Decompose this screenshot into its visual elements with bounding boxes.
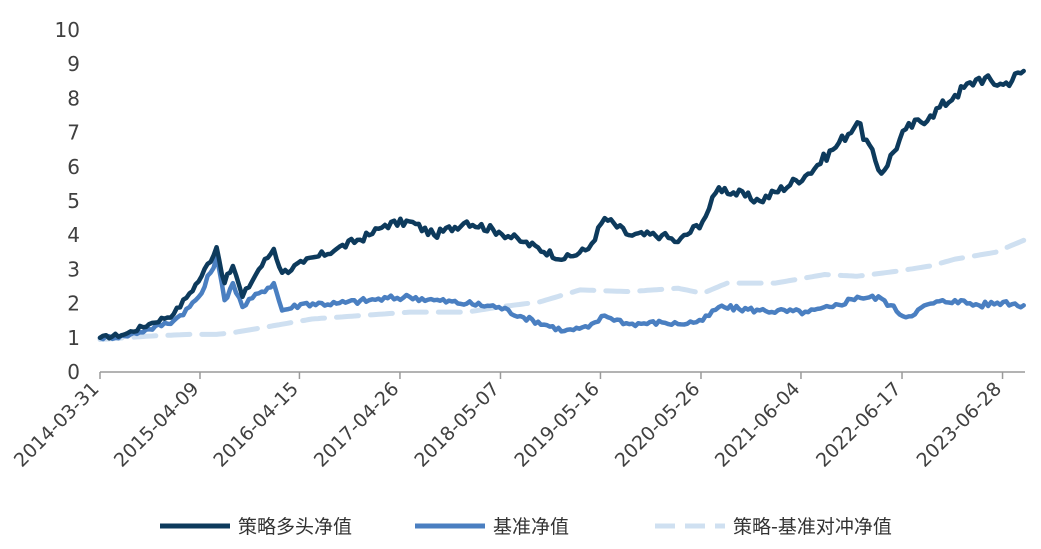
x-tick-label: 2022-06-17 [812,378,906,472]
y-axis: 0 1 2 3 4 5 6 7 8 9 10 [55,18,80,384]
y-tick-label: 2 [67,292,80,316]
x-tick-label: 2019-05-16 [510,378,604,472]
y-tick-label: 5 [67,189,80,213]
series-line-3 [97,237,1027,342]
x-tick-label: 2014-03-31 [10,378,104,472]
y-tick-label: 7 [67,121,80,145]
x-tick-label: 2015-04-09 [110,378,204,472]
x-tick-label: 2021-06-04 [711,378,805,472]
legend-label: 基准净值 [493,516,569,538]
y-tick-label: 6 [67,155,80,179]
series-line-1 [97,68,1026,341]
y-tick-label: 9 [67,52,80,76]
x-tick-label: 2018-05-07 [410,378,504,472]
x-tick-label: 2023-06-28 [912,378,1006,472]
x-tick-label: 2020-05-26 [611,378,705,472]
y-tick-label: 0 [67,360,80,384]
y-tick-label: 8 [67,86,80,110]
legend-label: 策略多头净值 [238,516,352,538]
x-axis: 2014-03-31 2015-04-09 2016-04-15 2017-04-26… [10,371,1025,472]
y-tick-label: 3 [67,257,80,281]
y-tick-label: 10 [55,18,80,42]
legend: 策略多头净值 基准净值 策略-基准对冲净值 [160,516,892,538]
x-tick-label: 2016-04-15 [209,378,303,472]
series-line-2 [97,255,1026,342]
y-tick-label: 1 [67,326,80,350]
plot-area [97,68,1027,342]
x-tick-label: 2017-04-26 [310,378,404,472]
legend-label: 策略-基准对冲净值 [733,516,892,538]
y-tick-label: 4 [67,223,80,247]
